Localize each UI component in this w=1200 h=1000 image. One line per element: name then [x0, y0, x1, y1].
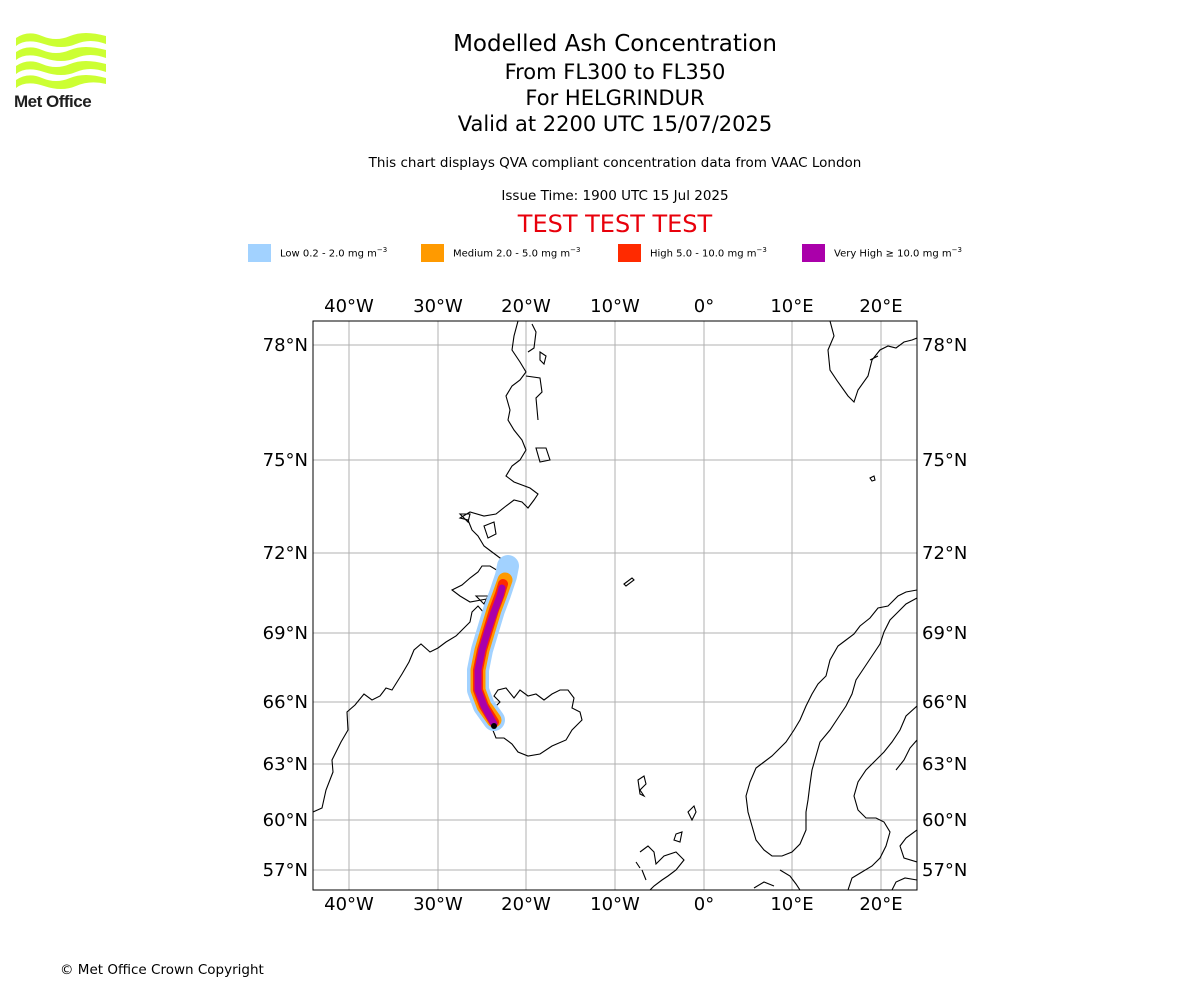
legend-item-very-high: Very High ≥ 10.0 mg m−3: [802, 244, 962, 262]
legend-item-medium: Medium 2.0 - 5.0 mg m−3: [421, 244, 580, 262]
legend-swatch-very-high: [802, 244, 825, 262]
lon-tick-bottom: 20°E: [859, 894, 902, 915]
concentration-legend: Low 0.2 - 2.0 mg m−3 Medium 2.0 - 5.0 mg…: [248, 244, 1008, 264]
ash-plume: [467, 555, 519, 731]
coastline-bear-island: [869, 475, 876, 482]
legend-label-low: Low 0.2 - 2.0 mg m: [280, 248, 377, 260]
legend-item-high: High 5.0 - 10.0 mg m−3: [618, 244, 767, 262]
legend-swatch-medium: [421, 244, 444, 262]
coastline-scandinavia: [745, 589, 917, 857]
coastline-jan-mayen: [623, 577, 635, 587]
legend-item-low: Low 0.2 - 2.0 mg m−3: [248, 244, 387, 262]
legend-label-very-high: Very High ≥ 10.0 mg m: [834, 248, 952, 260]
met-office-logo: [16, 33, 106, 89]
logo-wordmark: Met Office: [14, 92, 92, 111]
lon-tick-bottom: 10°W: [590, 894, 640, 915]
test-banner: TEST TEST TEST: [517, 210, 713, 238]
lat-tick-right: 63°N: [922, 754, 967, 775]
lat-tick-right: 57°N: [922, 860, 967, 881]
map-gridlines: [313, 321, 917, 890]
lon-tick-bottom: 10°E: [770, 894, 813, 915]
legend-swatch-high: [618, 244, 641, 262]
lat-tick-left: 60°N: [263, 810, 308, 831]
coastline-greenland-islands: [458, 323, 551, 605]
lon-tick-top: 20°E: [859, 296, 902, 317]
lat-tick-left: 63°N: [263, 754, 308, 775]
coastline-baltic: [753, 705, 917, 890]
volcano-name: For HELGRINDUR: [525, 86, 705, 110]
legend-swatch-low: [248, 244, 271, 262]
lon-tick-bottom: 20°W: [501, 894, 551, 915]
copyright-notice: © Met Office Crown Copyright: [60, 962, 264, 978]
lat-labels-left: 78°N 75°N 72°N 69°N 66°N 63°N 60°N 57°N: [263, 335, 308, 881]
lat-tick-right: 66°N: [922, 692, 967, 713]
qva-note: This chart displays QVA compliant concen…: [368, 155, 862, 171]
lat-tick-right: 60°N: [922, 810, 967, 831]
chart-title: Modelled Ash Concentration: [453, 31, 777, 57]
lon-tick-bottom: 40°W: [324, 894, 374, 915]
lat-tick-left: 57°N: [263, 860, 308, 881]
lon-tick-bottom: 30°W: [413, 894, 463, 915]
lat-tick-right: 69°N: [922, 623, 967, 644]
lon-tick-top: 10°E: [770, 296, 813, 317]
coastline-iceland: [489, 687, 583, 757]
lat-tick-left: 75°N: [263, 450, 308, 471]
lat-tick-right: 75°N: [922, 450, 967, 471]
lat-tick-left: 78°N: [263, 335, 308, 356]
legend-label-high: High 5.0 - 10.0 mg m: [650, 248, 757, 260]
lat-tick-left: 72°N: [263, 543, 308, 564]
lon-tick-top: 30°W: [413, 296, 463, 317]
lon-labels-bottom: 40°W 30°W 20°W 10°W 0° 10°E 20°E: [324, 894, 902, 915]
lon-tick-top: 0°: [694, 296, 714, 317]
coastline-scotland: [635, 804, 697, 890]
legend-label-medium: Medium 2.0 - 5.0 mg m: [453, 248, 571, 260]
plume-very-high: [474, 584, 506, 728]
lon-tick-top: 10°W: [590, 296, 640, 317]
lat-labels-right: 78°N 75°N 72°N 69°N 66°N 63°N 60°N 57°N: [922, 335, 967, 881]
coastline-svalbard: [827, 321, 917, 404]
flight-level-range: From FL300 to FL350: [504, 60, 726, 84]
lat-tick-left: 66°N: [263, 692, 308, 713]
lon-tick-top: 20°W: [501, 296, 551, 317]
issue-time: Issue Time: 1900 UTC 15 Jul 2025: [501, 188, 729, 204]
coastline-faroe: [637, 775, 647, 798]
coastline-gulf-bothnia: [891, 877, 917, 890]
lon-tick-bottom: 0°: [694, 894, 714, 915]
lon-labels-top: 40°W 30°W 20°W 10°W 0° 10°E 20°E: [324, 296, 902, 317]
map-frame: [312, 320, 918, 891]
coastline-greenland: [313, 321, 539, 813]
volcano-marker: [491, 723, 497, 729]
valid-time: Valid at 2200 UTC 15/07/2025: [457, 112, 773, 136]
lat-tick-right: 72°N: [922, 543, 967, 564]
chart-header: Modelled Ash Concentration From FL300 to…: [315, 30, 915, 238]
lon-tick-top: 40°W: [324, 296, 374, 317]
lat-tick-left: 69°N: [263, 623, 308, 644]
lat-tick-right: 78°N: [922, 335, 967, 356]
